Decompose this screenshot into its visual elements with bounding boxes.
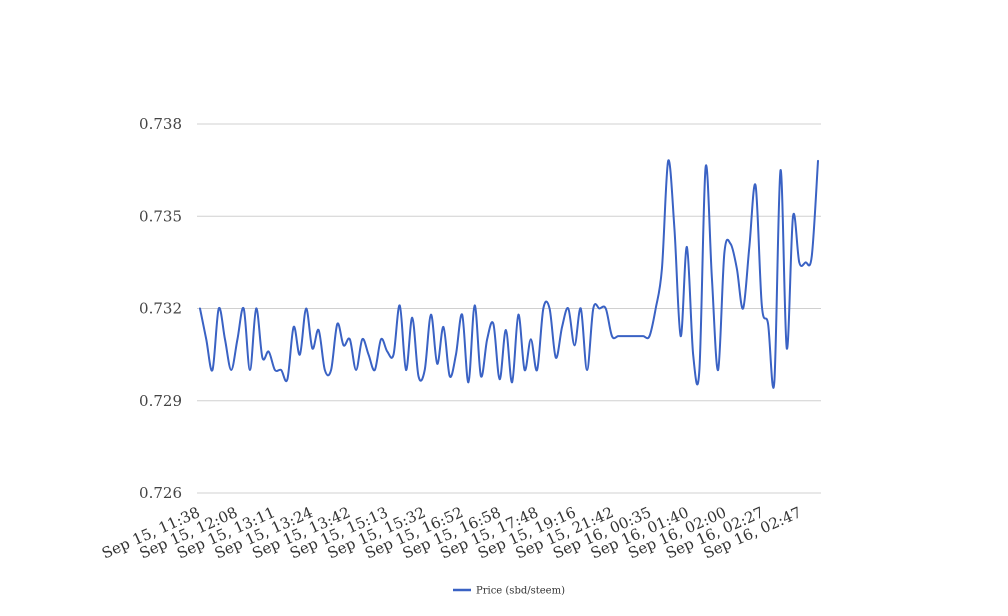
y-tick-label: 0.729 xyxy=(139,392,182,410)
y-axis-ticks: 0.726 0.729 0.732 0.735 0.738 xyxy=(139,115,182,502)
series-layer xyxy=(199,159,819,389)
legend-label: Price (sbd/steem) xyxy=(476,586,565,597)
gridlines xyxy=(197,123,821,494)
y-tick-label: 0.735 xyxy=(139,207,182,225)
series-line xyxy=(199,159,819,389)
legend[interactable]: Price (sbd/steem) xyxy=(453,586,565,597)
y-tick-label: 0.726 xyxy=(139,484,182,502)
y-tick-label: 0.732 xyxy=(139,300,182,318)
y-tick-label: 0.738 xyxy=(139,115,182,133)
